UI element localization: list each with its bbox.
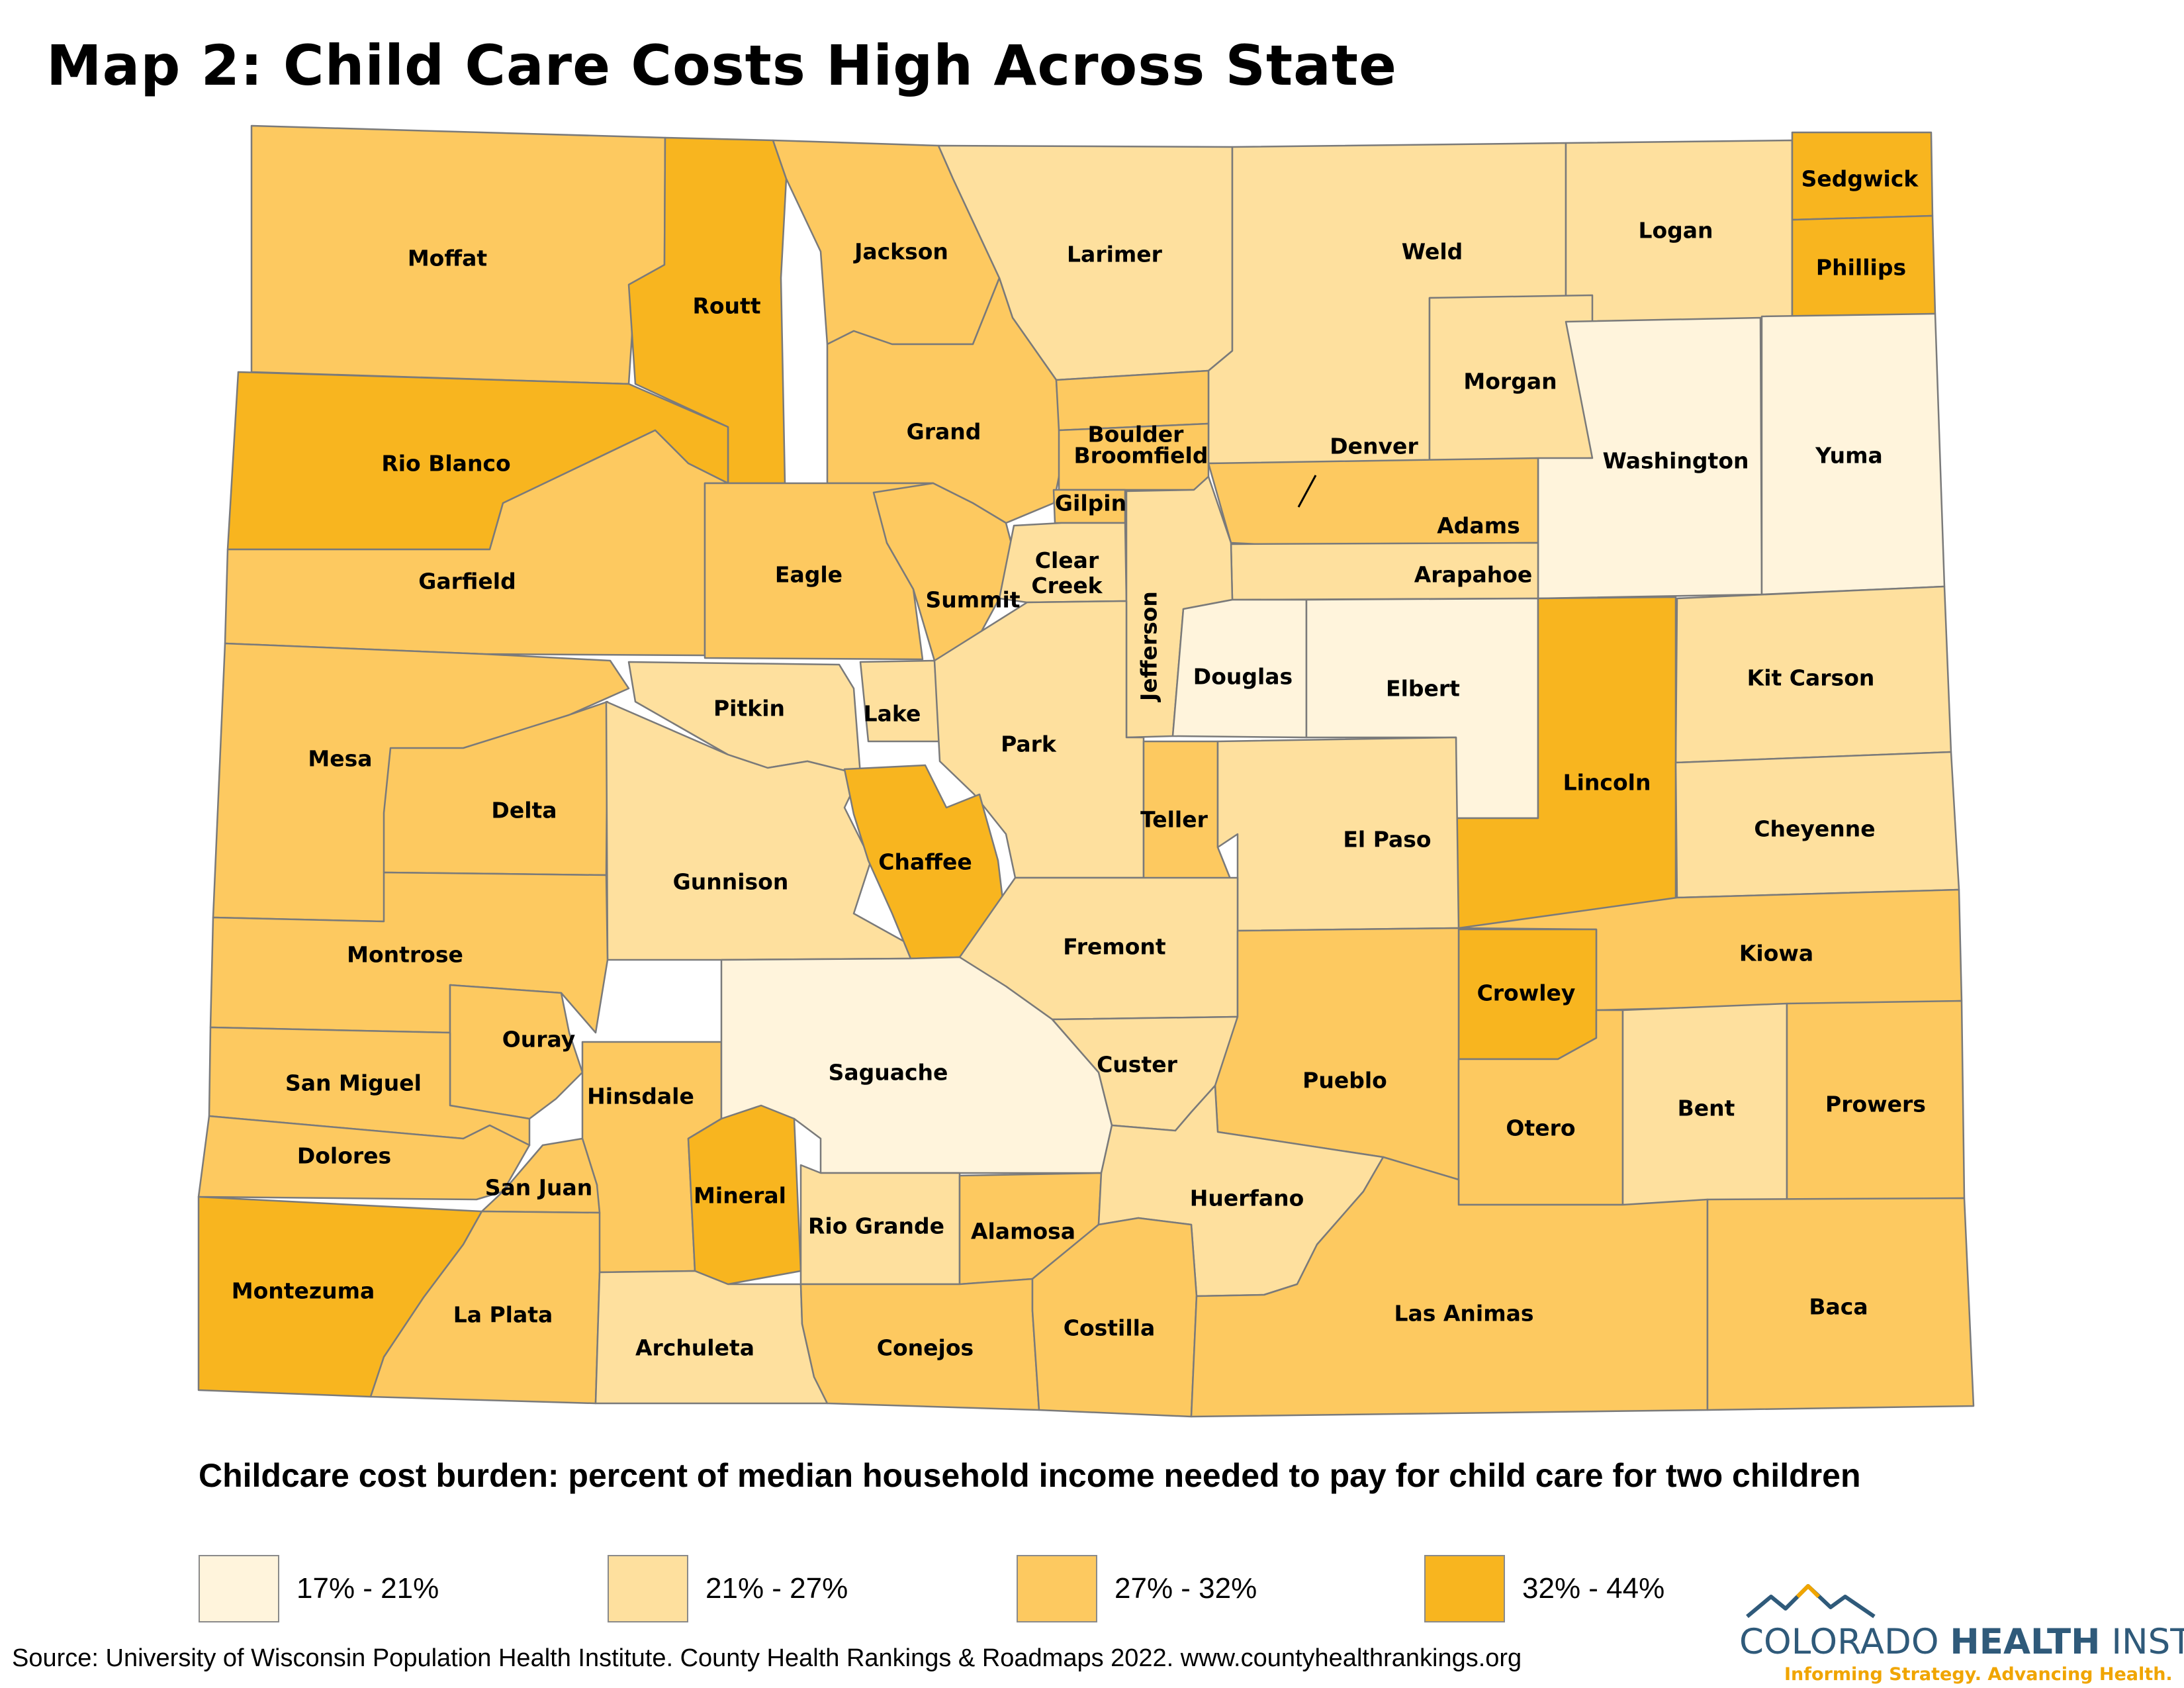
county-label-jackson: Jackson [853,239,948,265]
county-label-weld: Weld [1402,239,1463,265]
county-label-arapahoe: Arapahoe [1414,562,1533,588]
legend-title: Childcare cost burden: percent of median… [199,1457,1861,1494]
county-label-chaffee: Chaffee [878,849,972,875]
county-label-conejos: Conejos [877,1335,974,1361]
colorado-county-map: Moffat Routt Jackson Larimer Weld Logan Sedgwi… [197,124,1975,1418]
logo-tagline: Informing Strategy. Advancing Health. [1784,1664,2173,1685]
county-label-huerfano: Huerfano [1190,1186,1304,1211]
county-label-gilpin: Gilpin [1055,491,1126,516]
county-label-elbert: Elbert [1386,676,1460,702]
county-label-dolores: Dolores [297,1143,391,1169]
county-label-sedgwick: Sedgwick [1801,166,1919,192]
county-label-garfield: Garfield [418,569,516,594]
county-label-eagle: Eagle [775,562,842,588]
county-label-morgan: Morgan [1463,369,1557,395]
county-la-plata [369,1210,601,1405]
county-label-larimer: Larimer [1067,242,1163,267]
county-label-boulder: Boulder [1088,422,1185,447]
county-label-lake: Lake [864,701,921,727]
county-label-san-juan: San Juan [485,1175,593,1201]
legend-label: 21% - 27% [705,1572,848,1605]
county-label-fremont: Fremont [1063,934,1166,960]
denver-leader-line [1297,475,1317,508]
county-label-routt: Routt [692,293,760,319]
legend-label: 32% - 44% [1522,1572,1665,1605]
legend-swatch [199,1555,279,1622]
county-label-hinsdale: Hinsdale [587,1084,694,1109]
legend-item-bin-3: 27% - 32% [1017,1554,1257,1623]
county-label-logan: Logan [1638,218,1713,244]
county-label-montrose: Montrose [347,942,463,968]
county-label-bent: Bent [1678,1096,1735,1121]
legend-item-bin-2: 21% - 27% [608,1554,848,1623]
county-label-crowley: Crowley [1477,980,1576,1006]
county-label-kiowa: Kiowa [1739,941,1813,966]
county-baca [1706,1197,1975,1411]
county-label-teller: Teller [1140,807,1208,833]
county-label-clear-creek: Clear Creek [1031,547,1103,598]
county-label-douglas: Douglas [1193,664,1293,690]
legend-swatch [1017,1555,1097,1622]
county-label-yuma: Yuma [1815,443,1883,469]
county-label-las-animas: Las Animas [1394,1301,1533,1327]
county-label-grand: Grand [907,419,981,445]
logo-wordmark: COLORADO HEALTH INSTITUTE [1739,1622,2184,1662]
legend-swatch [1424,1555,1505,1622]
county-label-saguache: Saguache [829,1060,948,1086]
legend-label: 27% - 32% [1115,1572,1257,1605]
county-label-lincoln: Lincoln [1563,770,1651,796]
county-label-san-miguel: San Miguel [285,1070,422,1096]
county-label-otero: Otero [1506,1115,1575,1141]
county-label-costilla: Costilla [1064,1315,1156,1341]
source-citation: Source: University of Wisconsin Populati… [12,1644,1522,1672]
county-label-park: Park [1001,731,1057,757]
county-label-broomfield: Broomfield [1074,443,1208,469]
county-label-jefferson: Jefferson [1136,591,1162,702]
county-label-delta: Delta [491,798,557,823]
county-label-washington: Washington [1603,448,1749,474]
county-label-ouray: Ouray [502,1027,576,1053]
map-title: Map 2: Child Care Costs High Across Stat… [46,33,1397,98]
county-label-summit: Summit [925,587,1020,613]
county-label-pueblo: Pueblo [1302,1068,1387,1094]
county-label-mineral: Mineral [694,1183,786,1209]
county-label-baca: Baca [1809,1294,1868,1320]
county-label-alamosa: Alamosa [971,1219,1075,1244]
county-label-mesa: Mesa [308,746,372,772]
county-label-montezuma: Montezuma [232,1278,375,1304]
county-label-denver: Denver [1330,434,1418,459]
county-label-pitkin: Pitkin [713,696,785,722]
county-label-adams: Adams [1437,513,1520,539]
legend-label: 17% - 21% [296,1572,439,1605]
county-label-custer: Custer [1097,1052,1178,1078]
legend-item-bin-1: 17% - 21% [199,1554,439,1623]
legend-swatch [608,1555,688,1622]
mountain-logo-icon [1746,1584,1876,1618]
county-label-el-paso: El Paso [1343,827,1431,853]
county-label-kit-carson: Kit Carson [1747,665,1875,691]
county-label-archuleta: Archuleta [635,1335,754,1361]
county-label-gunnison: Gunnison [673,869,789,895]
county-dolores [197,1115,531,1201]
county-label-rio-blanco: Rio Blanco [381,451,510,477]
colorado-health-institute-logo: COLORADO HEALTH INSTITUTE Informing Stra… [1739,1582,2184,1685]
county-label-phillips: Phillips [1816,255,1906,281]
county-label-cheyenne: Cheyenne [1754,816,1875,842]
county-label-la-plata: La Plata [453,1302,553,1328]
county-label-prowers: Prowers [1825,1092,1926,1117]
county-label-moffat: Moffat [408,246,488,271]
county-label-rio-grande: Rio Grande [808,1213,944,1239]
legend-item-bin-4: 32% - 44% [1424,1554,1664,1623]
